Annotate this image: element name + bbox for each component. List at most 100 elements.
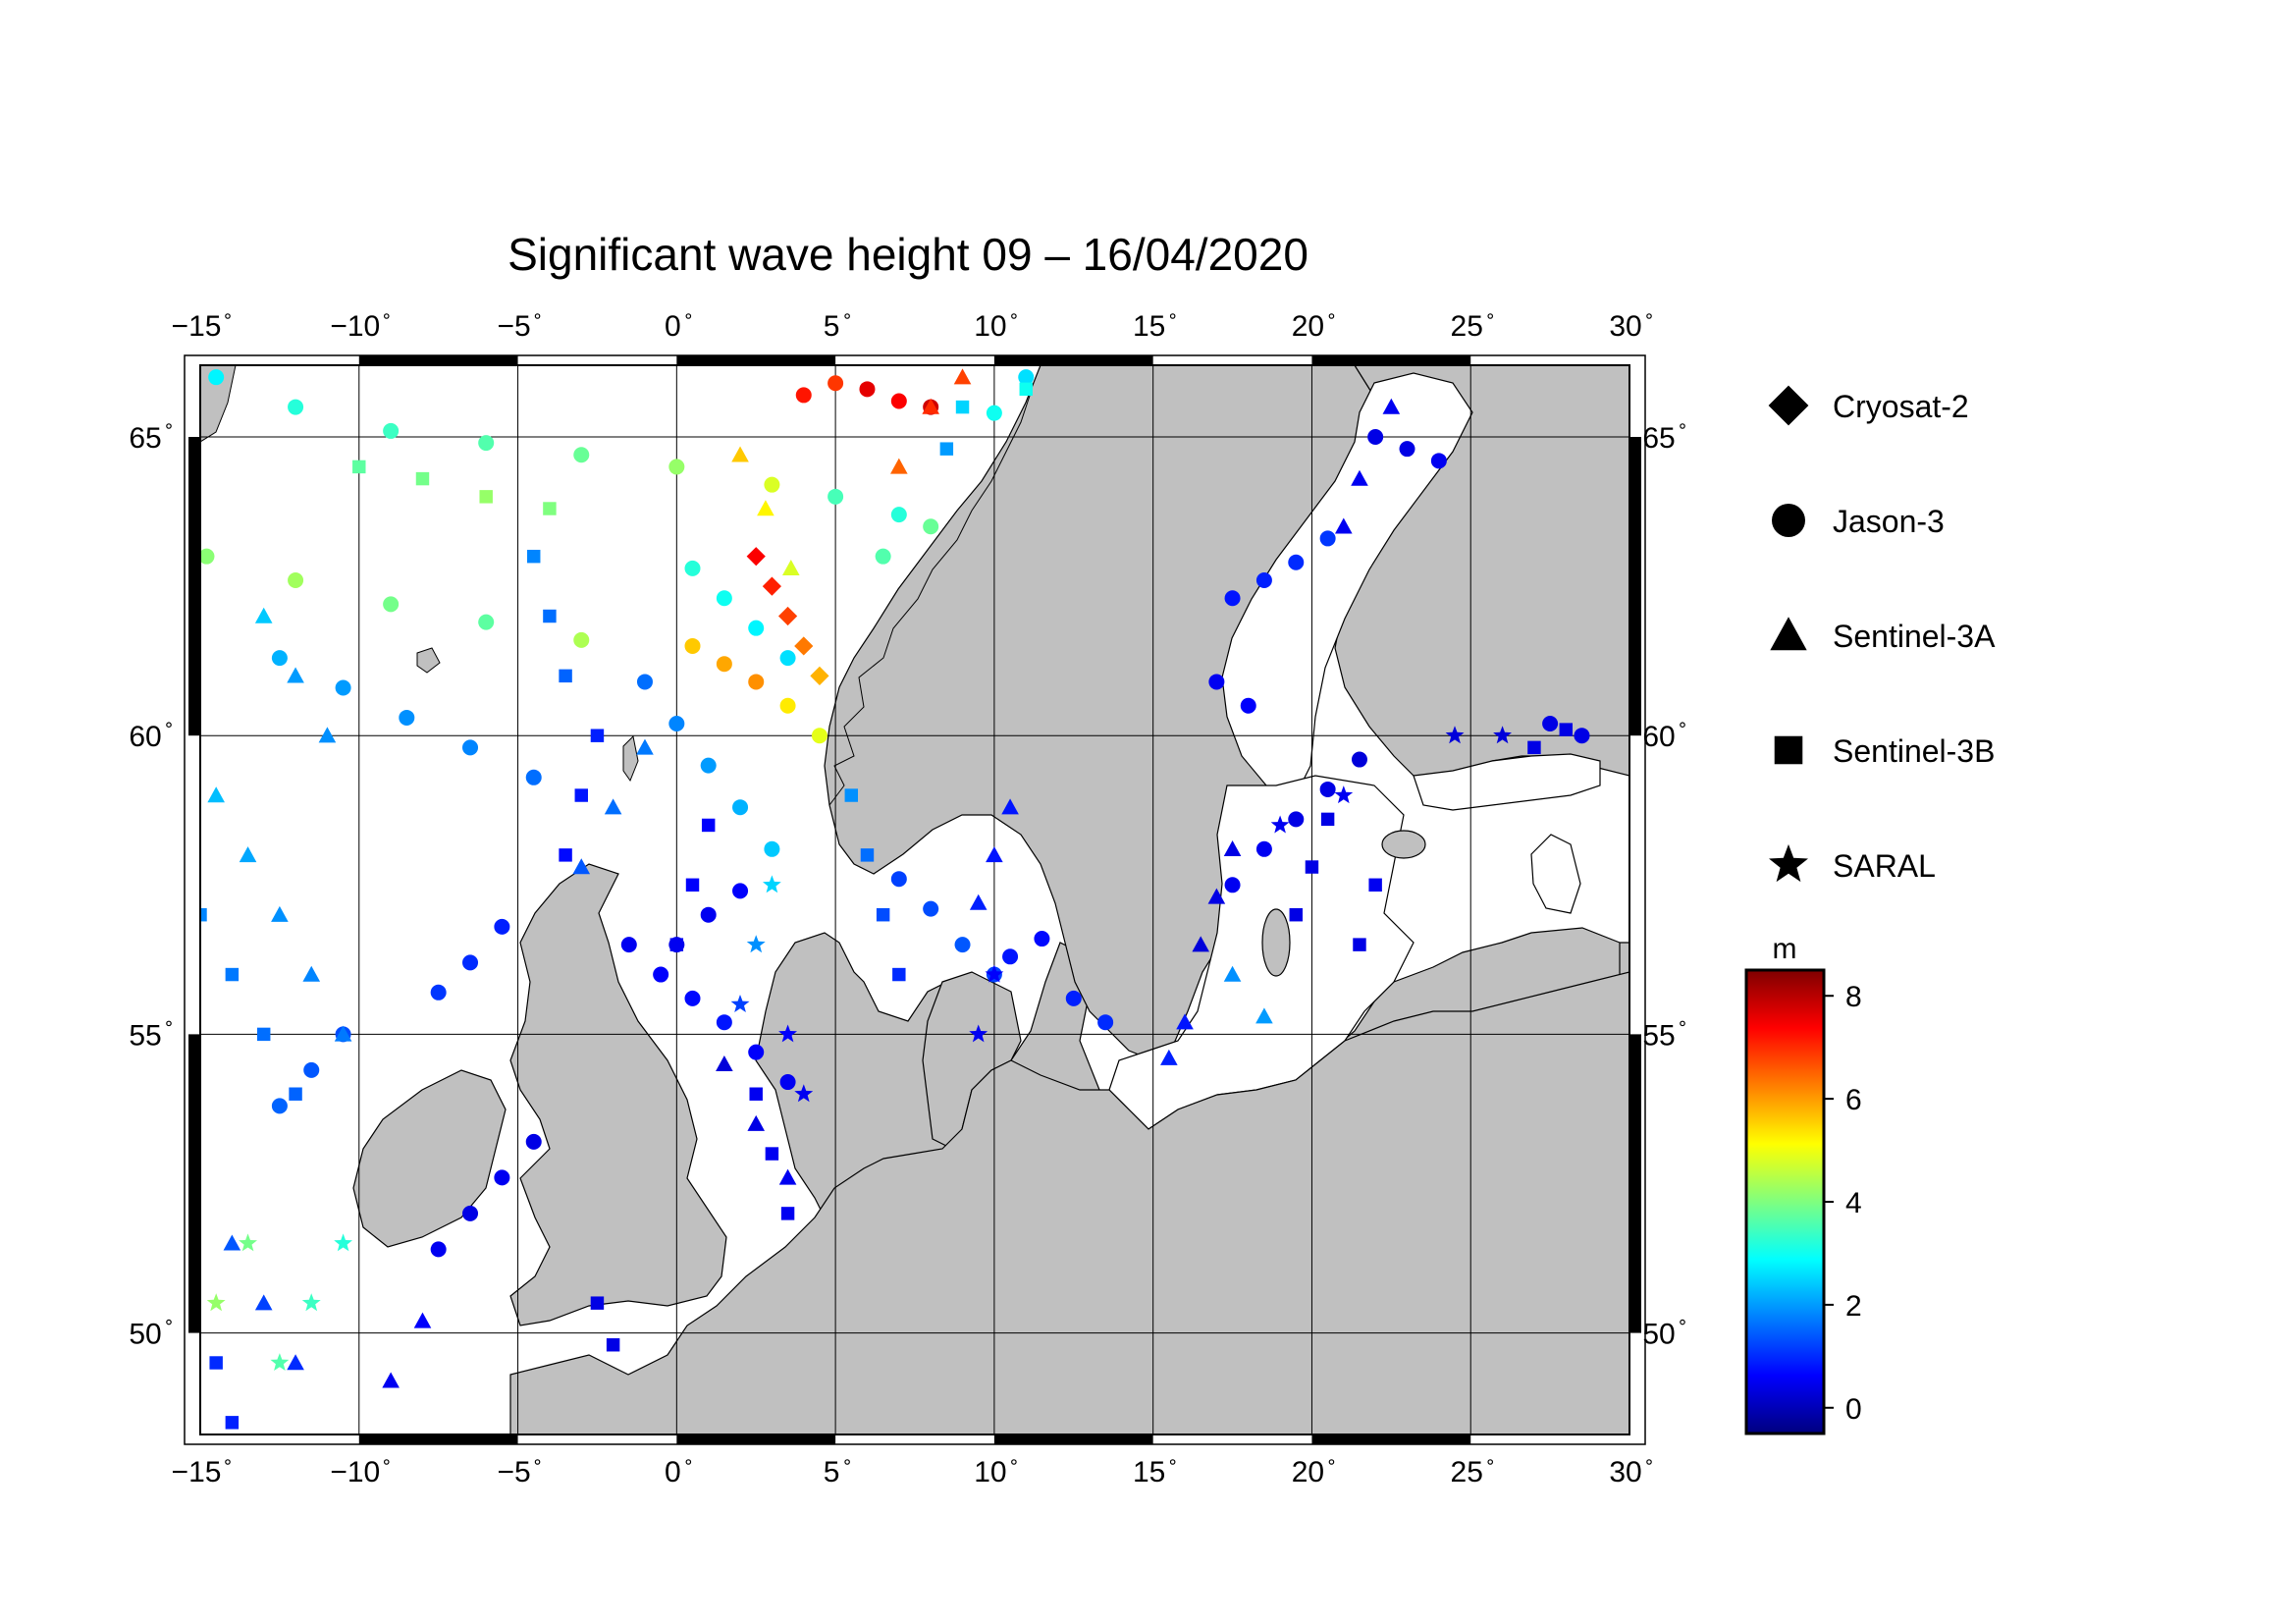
point-square	[559, 848, 572, 862]
degree-mark	[1011, 1459, 1017, 1465]
point-circle	[478, 435, 495, 452]
point-circle	[288, 399, 304, 415]
point-circle	[859, 381, 876, 398]
point-triangle	[1192, 936, 1209, 952]
degree-mark	[1646, 313, 1652, 319]
point-circle	[271, 650, 288, 667]
colorbar-tick-label: 4	[1845, 1187, 1862, 1219]
point-circle	[1399, 441, 1415, 458]
point-square	[860, 848, 875, 862]
point-circle	[1002, 948, 1019, 965]
point-square	[559, 669, 572, 683]
legend-label: Cryosat-2	[1833, 389, 1969, 424]
point-triangle	[287, 1354, 304, 1371]
point-triangle	[382, 1372, 400, 1388]
point-circle	[954, 937, 971, 953]
lon-tick-label-top: 15	[1133, 310, 1165, 343]
point-star	[746, 935, 766, 953]
point-square	[669, 938, 684, 951]
point-circle	[1224, 877, 1241, 893]
colorbar-tick-label: 2	[1845, 1290, 1862, 1323]
lon-tick-label-top: −15	[172, 310, 222, 343]
colorbar-unit-label: m	[1773, 933, 1797, 965]
point-square	[225, 967, 240, 982]
point-triangle	[890, 458, 908, 474]
point-square	[1320, 812, 1335, 827]
point-circle	[462, 739, 479, 756]
point-square	[479, 490, 493, 504]
point-circle	[684, 990, 701, 1006]
lon-tick-label-top: 20	[1292, 310, 1324, 343]
point-circle	[668, 716, 685, 732]
point-circle	[462, 1205, 479, 1221]
point-triangle	[254, 1294, 273, 1311]
point-circle	[430, 984, 447, 1001]
lat-tick-label-left: 65	[129, 422, 161, 455]
point-circle	[748, 674, 765, 690]
faroe-islands	[416, 647, 441, 674]
point-circle	[1542, 716, 1559, 732]
point-star	[239, 1233, 257, 1252]
point-circle	[494, 918, 510, 935]
point-square	[543, 609, 557, 623]
land-layer	[200, 365, 1629, 1434]
point-circle	[1034, 931, 1050, 947]
lat-tick-label-right: 60	[1642, 721, 1675, 753]
legend-symbol-diamond	[1768, 385, 1809, 426]
point-circle	[764, 840, 780, 857]
point-square	[543, 502, 557, 515]
point-circle	[1240, 697, 1256, 714]
point-star	[969, 1024, 988, 1043]
point-circle	[430, 1241, 447, 1258]
point-circle	[716, 590, 732, 607]
point-circle	[636, 674, 653, 690]
degree-mark	[1011, 313, 1017, 319]
point-circle	[700, 906, 717, 923]
lat-tick-label-right: 50	[1642, 1319, 1675, 1351]
point-circle	[573, 447, 590, 463]
point-square	[527, 549, 541, 564]
point-square	[200, 907, 207, 922]
degree-mark	[1169, 313, 1176, 319]
point-circle	[748, 1044, 765, 1060]
point-triangle	[1160, 1049, 1178, 1065]
point-square	[574, 788, 588, 802]
degree-mark	[685, 313, 692, 319]
frame-bar	[1311, 355, 1471, 365]
point-circle	[668, 459, 685, 475]
point-star	[794, 1084, 814, 1103]
chart-title: Significant wave height 09 – 16/04/2020	[507, 229, 1308, 280]
point-circle	[779, 1074, 796, 1091]
lat-tick-label-right: 55	[1642, 1019, 1675, 1052]
frame-bar	[1629, 437, 1641, 736]
lat-tick-label-left: 60	[129, 721, 161, 753]
lon-tick-label-bottom: 20	[1292, 1456, 1324, 1488]
frame-bars	[188, 355, 1641, 1444]
point-star	[301, 1293, 321, 1312]
legend-label: Sentinel-3A	[1833, 619, 1996, 654]
gotland-island	[1261, 908, 1291, 977]
point-triangle	[239, 846, 257, 863]
colorbar-fill	[1744, 968, 1826, 1435]
legend-symbol-star	[1769, 843, 1808, 883]
norwegian-coast-detail	[828, 392, 1032, 806]
point-circle	[795, 387, 812, 404]
point-square	[1305, 860, 1319, 874]
degree-mark	[844, 313, 850, 319]
point-square	[1527, 740, 1541, 755]
degree-mark	[225, 313, 231, 319]
colorbar-tick-label: 6	[1845, 1084, 1862, 1116]
lon-tick-label-top: 10	[974, 310, 1006, 343]
point-square	[765, 1147, 779, 1161]
lon-tick-label-top: 25	[1451, 310, 1483, 343]
shetland-islands	[622, 734, 639, 783]
point-circle	[1097, 1014, 1114, 1031]
point-circle	[923, 518, 939, 535]
point-square	[844, 788, 859, 802]
point-triangle	[223, 1234, 241, 1251]
point-circle	[462, 954, 479, 971]
point-triangle	[747, 1114, 766, 1131]
point-circle	[875, 548, 891, 565]
point-circle	[684, 560, 701, 576]
frame-bar	[358, 355, 518, 365]
